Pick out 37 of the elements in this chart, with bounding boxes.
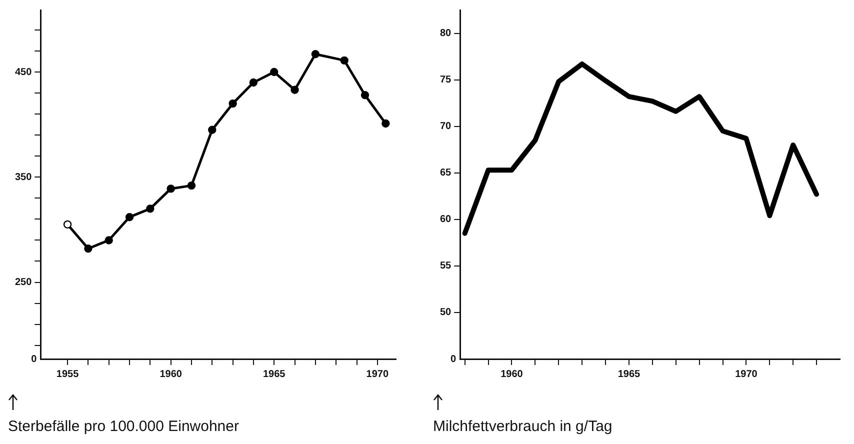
point xyxy=(125,212,134,222)
text: 0 xyxy=(450,354,457,365)
point xyxy=(382,119,390,128)
y-tick-label: 80 xyxy=(440,28,452,40)
y-tick-label: 250 xyxy=(14,277,32,288)
y-tick-label: 55 xyxy=(440,260,452,272)
y-tick-label: 65 xyxy=(440,168,452,179)
point xyxy=(311,50,320,58)
text: 0 xyxy=(31,354,38,365)
point xyxy=(187,181,196,190)
y-axis-title: Sterbefälle pro 100.000 Einwohner xyxy=(8,418,239,435)
x-tick-label: 1955 xyxy=(56,368,80,380)
y-tick-label: 70 xyxy=(440,121,452,132)
y-axis-title: Milchfettverbrauch in g/Tag xyxy=(433,418,612,435)
x-tick-label: 1970 xyxy=(735,368,758,380)
point xyxy=(84,244,92,253)
point xyxy=(340,56,348,65)
point xyxy=(249,78,258,87)
y-tick-label: 450 xyxy=(14,66,32,78)
x-tick-label: 1965 xyxy=(262,368,286,380)
y-tick-label: 350 xyxy=(14,172,32,183)
point xyxy=(208,126,216,134)
point xyxy=(166,184,175,193)
y-tick-label: 50 xyxy=(440,307,452,318)
x-tick-label: 1970 xyxy=(366,368,389,380)
x-tick-label: 1965 xyxy=(618,368,641,380)
x-tick-label: 1960 xyxy=(160,368,182,380)
point xyxy=(270,68,278,76)
point xyxy=(104,236,113,244)
point xyxy=(146,204,154,213)
y-tick-label: 60 xyxy=(440,214,452,226)
point xyxy=(228,99,237,108)
point xyxy=(360,91,370,100)
y-tick-label: 75 xyxy=(440,74,452,86)
point xyxy=(63,220,72,229)
point xyxy=(290,86,299,94)
x-tick-label: 1960 xyxy=(500,368,524,380)
